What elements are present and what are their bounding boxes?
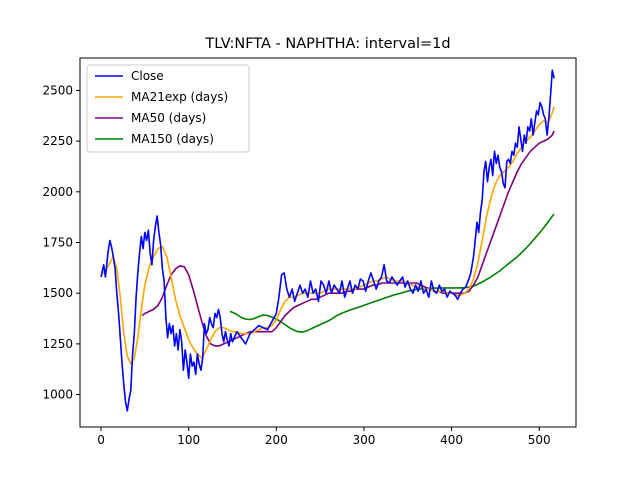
chart-title: TLV:NFTA - NAPHTHA: interval=1d [204,36,450,52]
y-tick-label: 1500 [42,286,73,300]
x-tick-label: 100 [177,433,200,447]
y-tick-label: 1000 [42,388,73,402]
x-tick-label: 500 [528,433,551,447]
y-axis: 1000 1250 1500 1750 2000 2250 2500 [42,83,80,402]
series-line-3 [229,213,555,333]
legend-label: MA150 (days) [131,132,214,146]
series-line-0 [100,69,555,412]
series-layer [100,69,555,412]
legend: Close MA21exp (days) MA50 (days) MA150 (day… [86,64,250,153]
series-line-2 [141,130,555,347]
legend-label: Close [131,69,164,83]
y-tick-label: 1250 [42,337,73,351]
y-tick-label: 2500 [42,83,73,97]
series-line-1 [100,106,555,365]
legend-label: MA50 (days) [131,111,206,125]
y-tick-label: 1750 [42,236,73,250]
y-tick-label: 2000 [42,185,73,199]
x-tick-label: 300 [352,433,375,447]
legend-label: MA21exp (days) [131,90,228,104]
x-tick-label: 400 [440,433,463,447]
y-tick-label: 2250 [42,134,73,148]
x-tick-label: 0 [97,433,105,447]
x-axis: 0 100 200 300 400 500 [97,427,551,447]
legend-box [86,64,250,153]
x-tick-label: 200 [265,433,288,447]
